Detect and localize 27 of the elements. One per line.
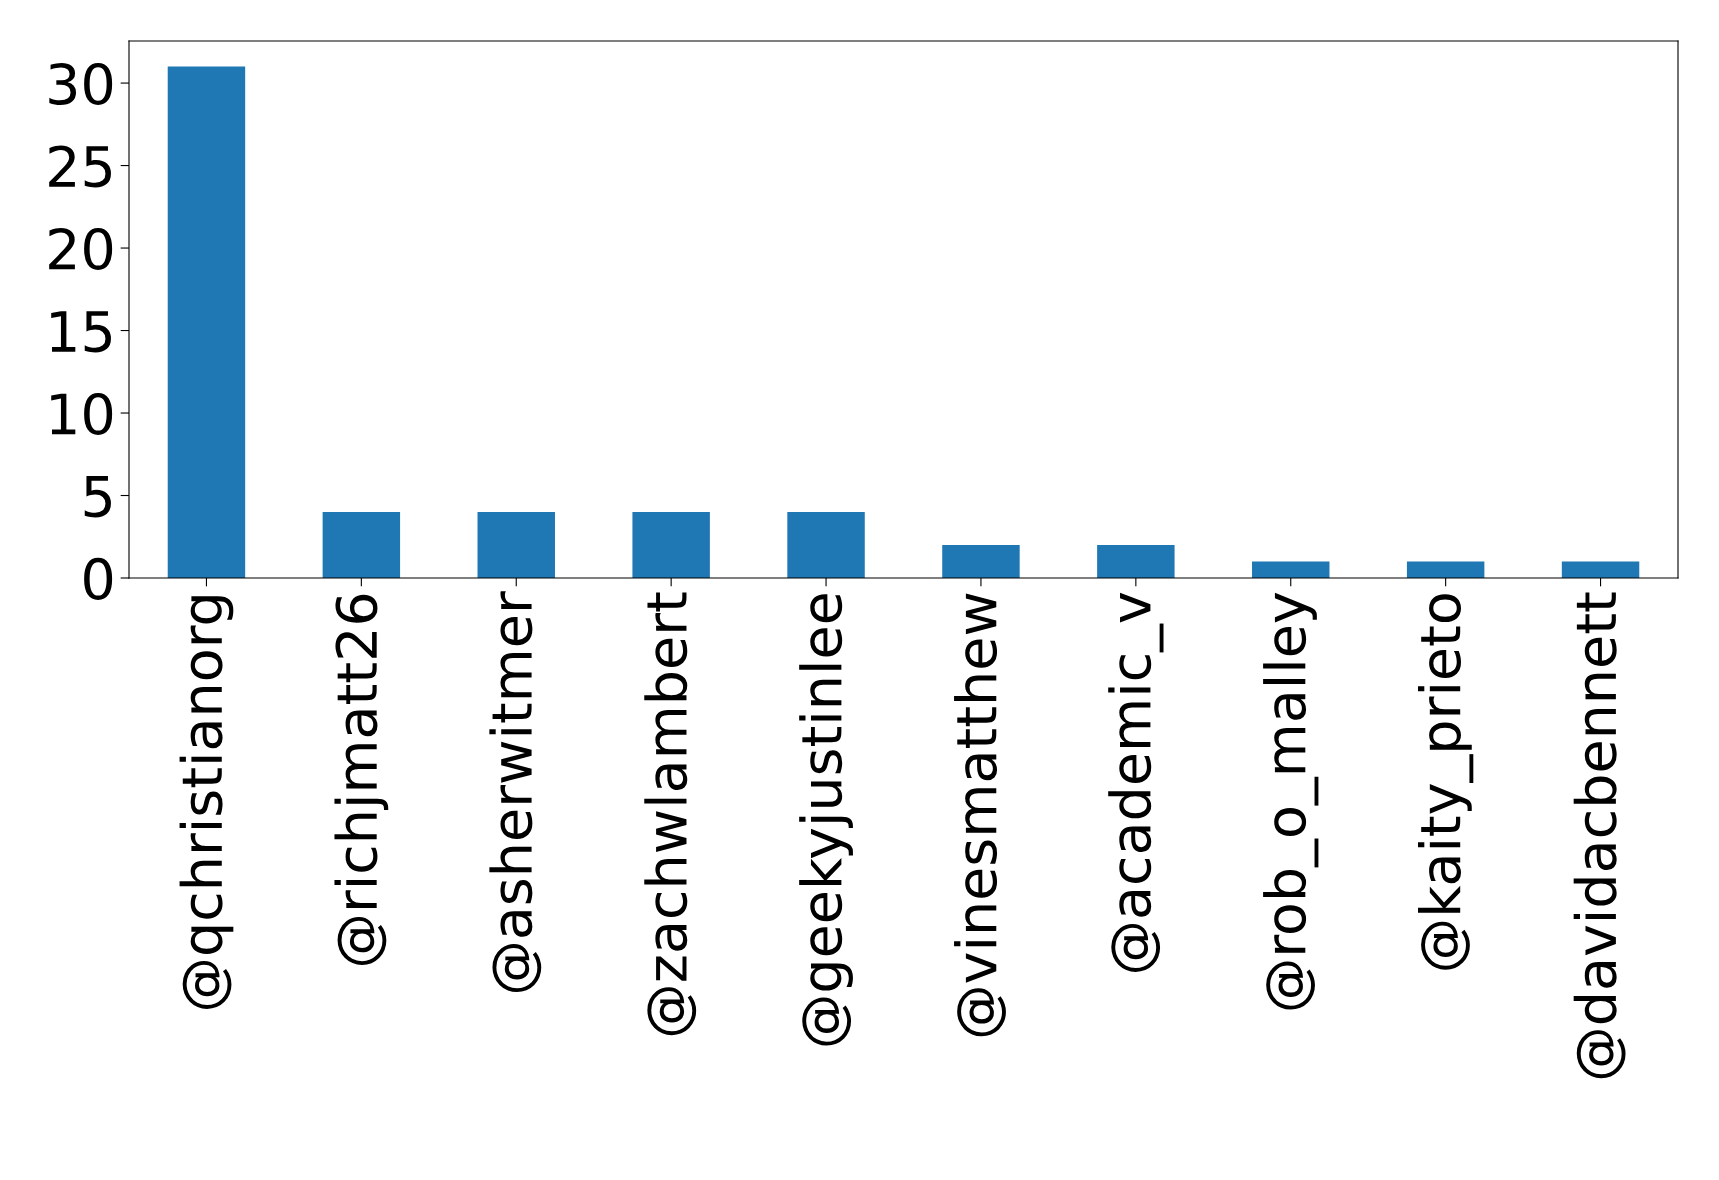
x-tick-label: @geekyjustinlee [799, 594, 853, 1046]
bar [632, 512, 710, 578]
bar [322, 512, 401, 578]
bar [942, 545, 1020, 578]
x-tick-label: @vinesmatthew [954, 593, 1006, 1037]
bar [787, 512, 865, 578]
x-tick-label: @kaity_prieto [1417, 594, 1474, 970]
x-tick-label: @academic_v [1108, 592, 1164, 972]
bar [1252, 561, 1330, 578]
x-tick-label: @qchristianorg [179, 596, 234, 1009]
x-tick-label: @richjmatt26 [334, 594, 389, 965]
y-tick-label: 10 [51, 392, 113, 435]
y-tick-label: 0 [84, 557, 113, 600]
bar [1097, 545, 1175, 578]
y-tick-label: 20 [49, 227, 113, 270]
x-tick-label: @asherwitmer [489, 591, 542, 993]
bar [1561, 561, 1640, 578]
y-tick-label: 25 [49, 145, 111, 188]
x-tick-label: @rob_o_malley [1263, 592, 1319, 1010]
y-tick-label: 5 [84, 476, 111, 518]
bar [167, 66, 246, 578]
y-tick-label: 30 [49, 62, 113, 105]
bar [477, 512, 555, 578]
x-tick-label: @zachwlambert [644, 592, 697, 1036]
bar [1406, 561, 1485, 578]
x-tick-label: @davidacbennett [1573, 592, 1626, 1079]
y-tick-label: 15 [51, 311, 111, 353]
